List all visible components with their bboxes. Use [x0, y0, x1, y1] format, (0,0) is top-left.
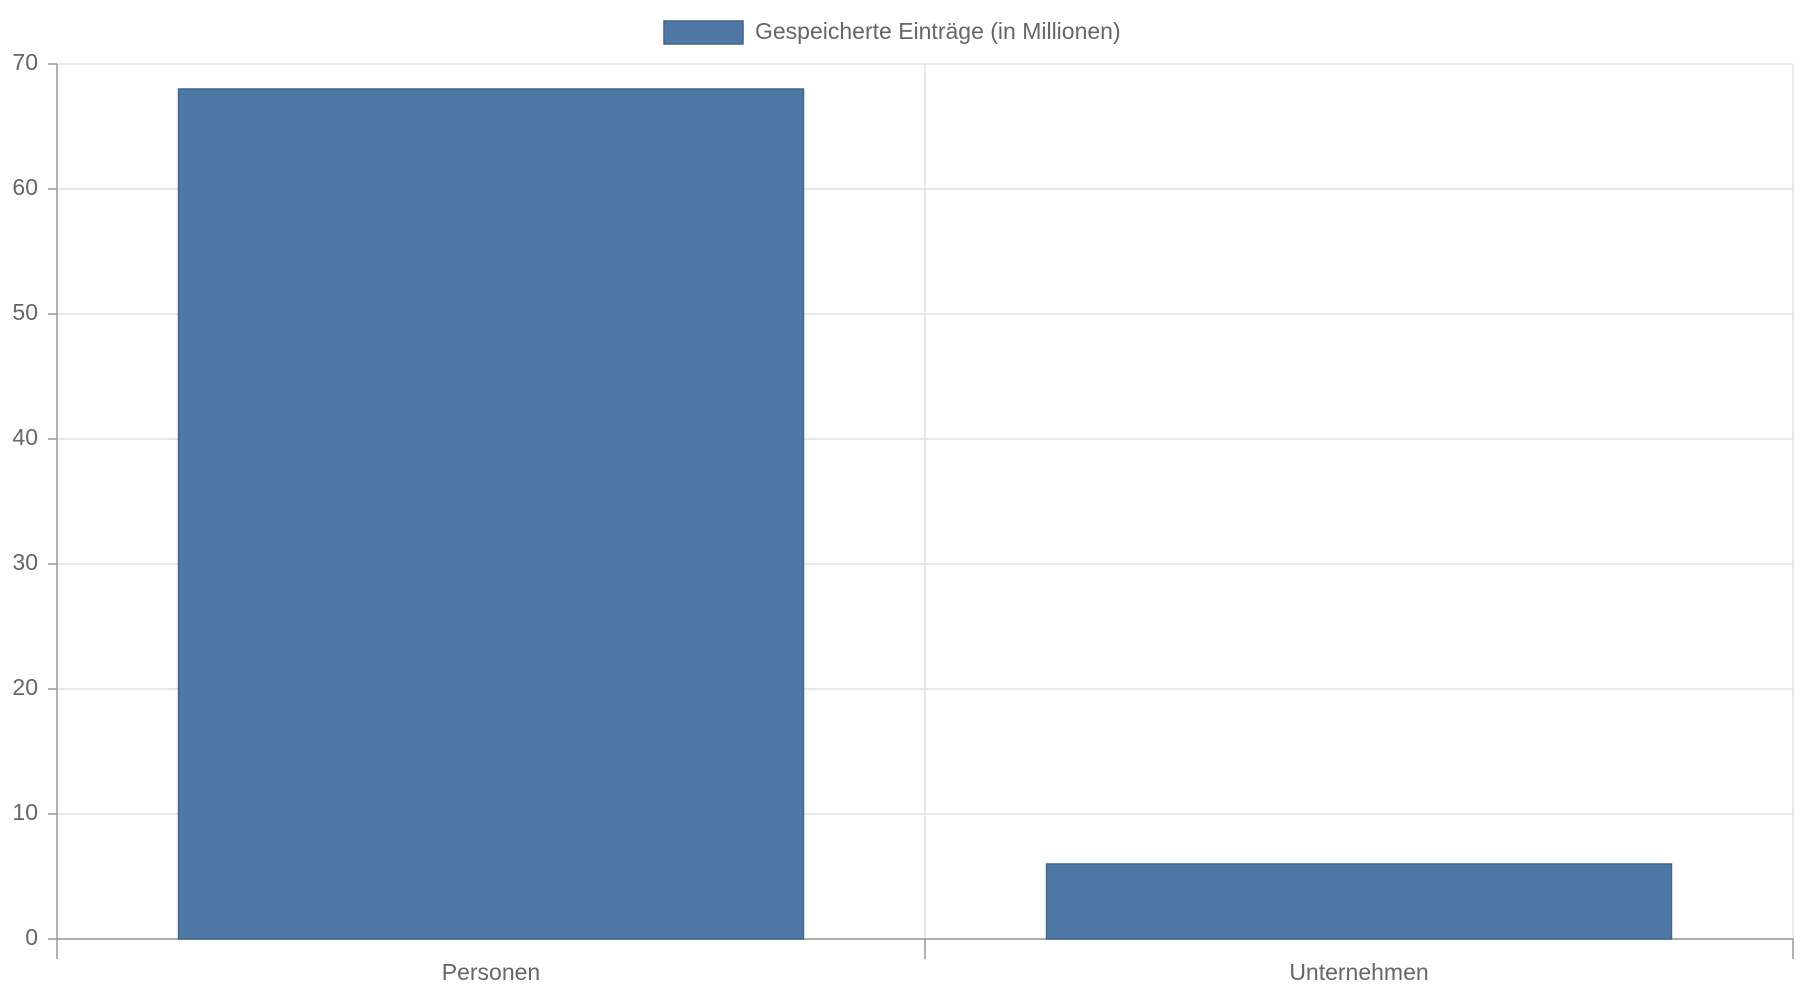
x-tick-label: Personen	[442, 959, 540, 985]
bar	[1045, 863, 1673, 940]
y-tick-label: 60	[12, 174, 38, 200]
legend-swatch	[663, 20, 744, 45]
bar	[177, 88, 805, 940]
y-tick-label: 50	[12, 299, 38, 325]
x-tick-label: Unternehmen	[1289, 959, 1428, 985]
y-tick-label: 30	[12, 549, 38, 575]
y-tick-label: 0	[25, 924, 38, 950]
y-tick-label: 70	[12, 49, 38, 75]
legend-label: Gespeicherte Einträge (in Millionen)	[755, 18, 1121, 44]
y-tick-label: 20	[12, 674, 38, 700]
y-tick-label: 10	[12, 799, 38, 825]
y-tick-label: 40	[12, 424, 38, 450]
